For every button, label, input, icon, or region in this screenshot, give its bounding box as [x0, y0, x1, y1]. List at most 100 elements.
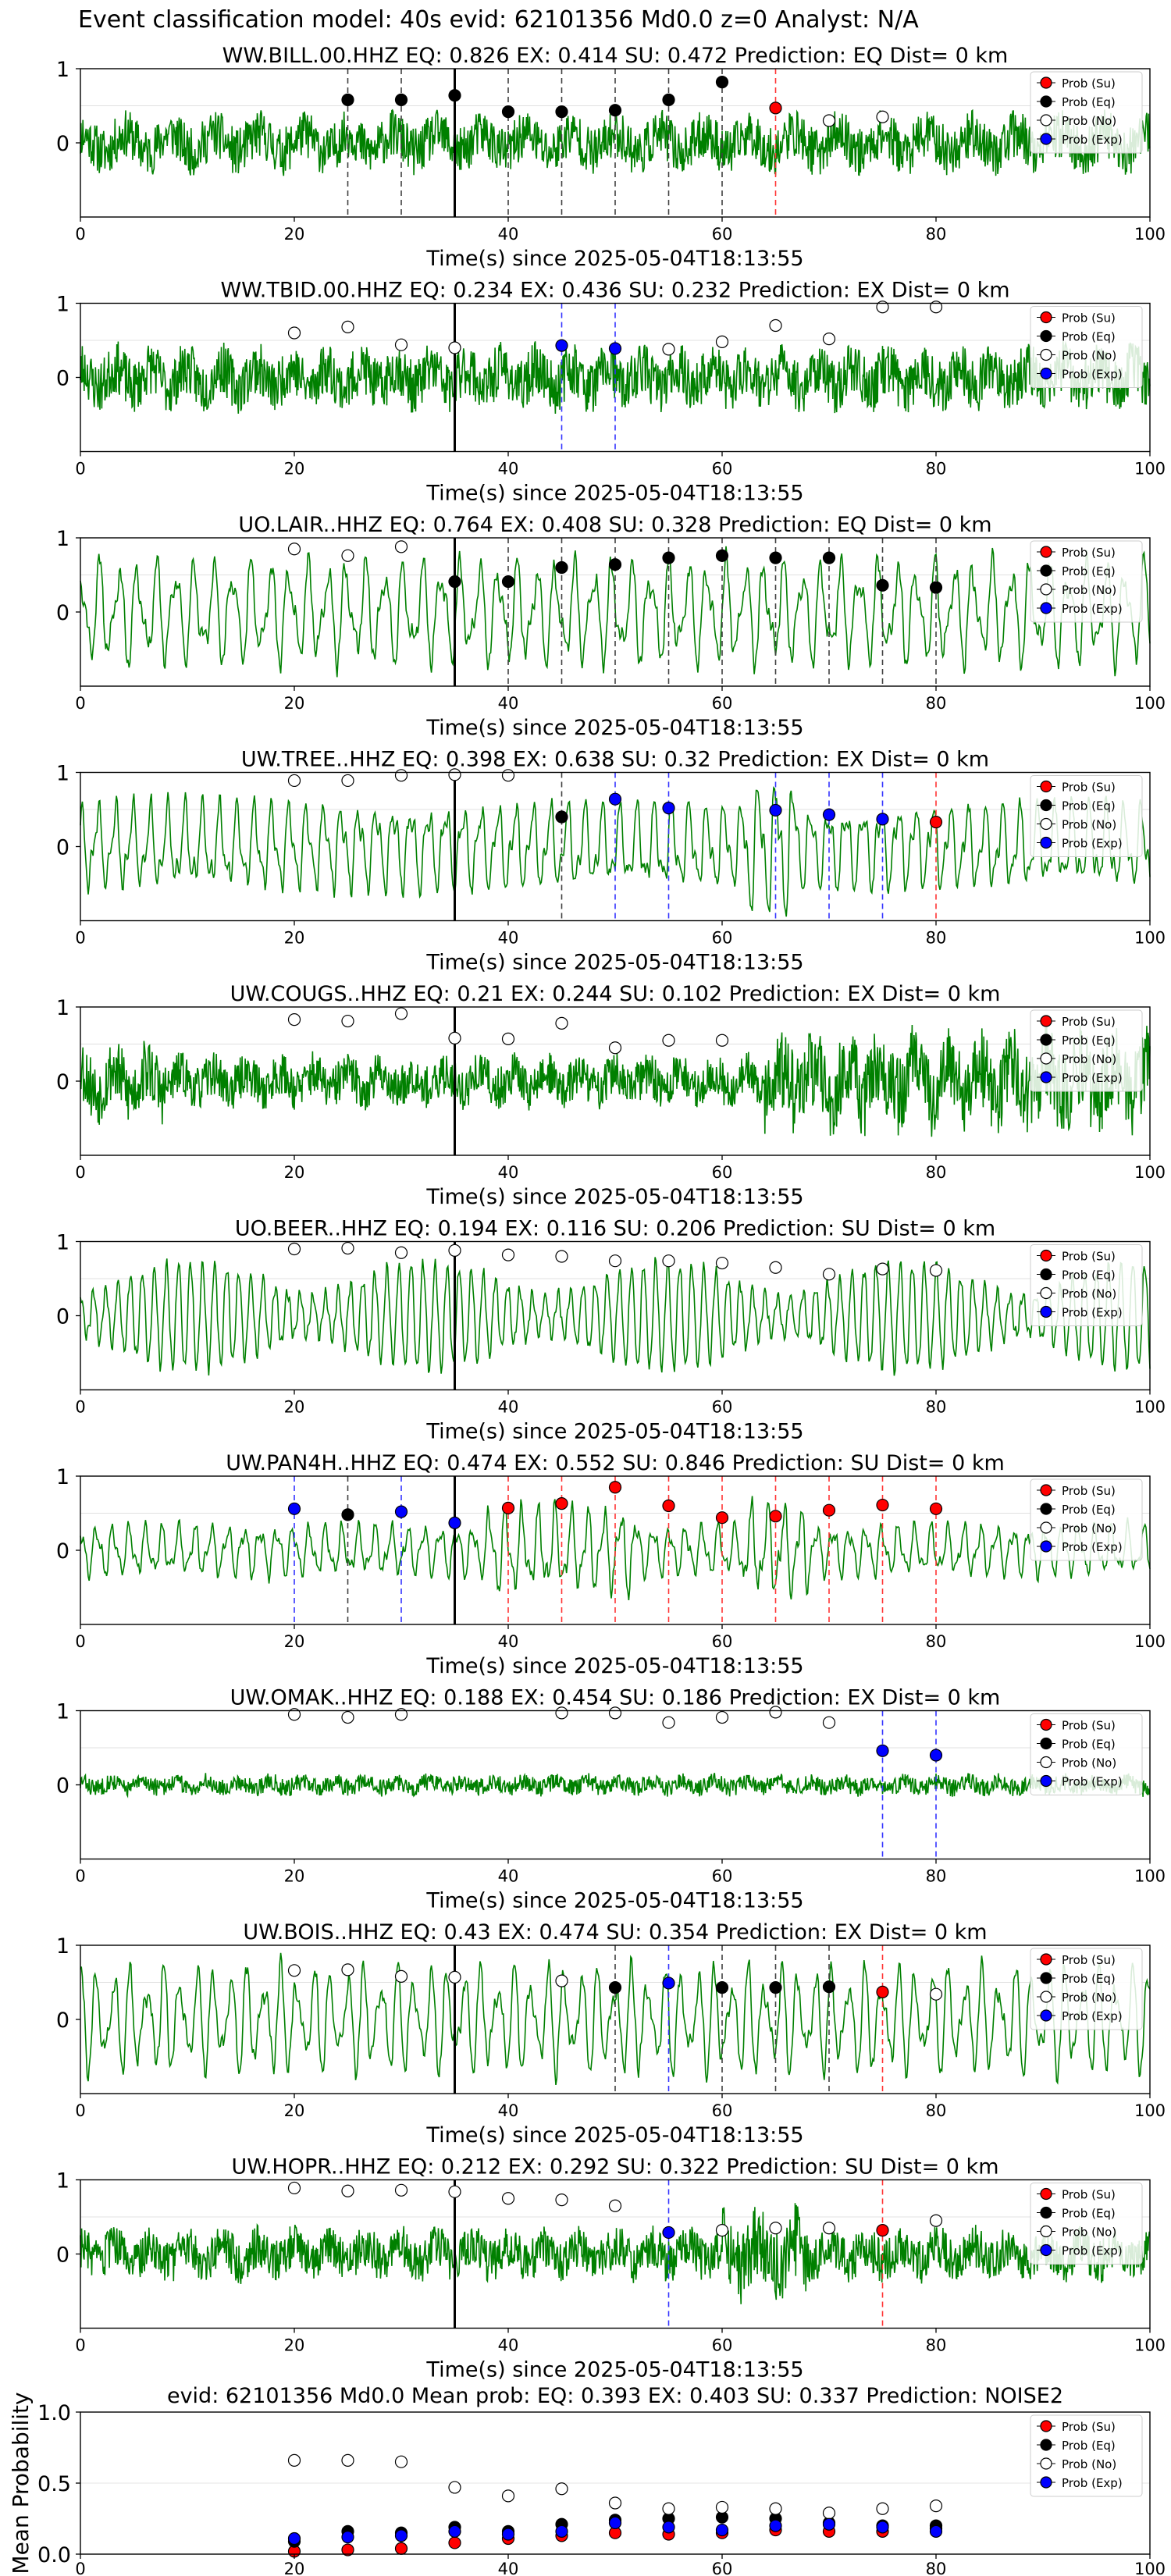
- prob-marker: [501, 769, 515, 782]
- x-tick-label: 0: [75, 2560, 85, 2576]
- prob-marker: [876, 301, 889, 314]
- prob-marker: [876, 578, 889, 592]
- legend-label: Prob (Exp): [1062, 1775, 1123, 1789]
- prob-marker: [394, 769, 408, 782]
- prob-marker: [555, 105, 568, 119]
- legend-marker: [1040, 2243, 1052, 2257]
- legend-label: Prob (Su): [1062, 781, 1116, 795]
- x-tick-label: 100: [1134, 1398, 1166, 1417]
- prob-marker: [769, 1510, 782, 1523]
- prob-marker: [448, 2185, 461, 2198]
- prob-marker: [448, 1970, 461, 1984]
- prob-marker: [876, 110, 889, 123]
- y-tick-label: 0: [56, 601, 69, 625]
- x-tick-label: 80: [926, 1163, 947, 1182]
- legend-marker: [1040, 1305, 1052, 1318]
- prob-marker: [608, 2199, 622, 2212]
- prob-marker: [715, 1981, 729, 1994]
- prob-marker: [555, 1706, 568, 1720]
- mean-prob-point: [555, 2482, 568, 2496]
- x-tick-label: 40: [498, 2560, 519, 2576]
- legend-label: Prob (Su): [1062, 76, 1116, 91]
- x-tick-label: 20: [284, 1632, 305, 1651]
- prob-marker: [448, 89, 461, 102]
- prob-marker: [662, 1716, 675, 1729]
- prob-marker: [287, 1242, 301, 1256]
- legend-box: [1030, 540, 1143, 623]
- mean-prob-point: [715, 2500, 729, 2514]
- legend-label: Prob (No): [1062, 583, 1116, 597]
- seismic-trace: [80, 1772, 1151, 1799]
- chart-title: evid: 62101356 Md0.0 Mean prob: EQ: 0.39…: [167, 2384, 1063, 2408]
- y-tick-label: 1: [56, 996, 69, 1020]
- prob-marker: [287, 326, 301, 340]
- legend-marker: [1040, 76, 1052, 89]
- x-tick-label: 100: [1134, 225, 1166, 244]
- legend-label: Prob (Su): [1062, 1953, 1116, 1967]
- prob-marker: [608, 558, 622, 571]
- y-tick-label: 1: [56, 58, 69, 82]
- legend-box: [1030, 1713, 1143, 1795]
- legend: Prob (Su) Prob (Eq) Prob (No) Prob (Exp): [1030, 306, 1143, 388]
- legend-marker: [1040, 1540, 1052, 1553]
- prob-marker: [287, 774, 301, 788]
- x-tick-label: 80: [926, 2336, 947, 2355]
- legend-label: Prob (Exp): [1062, 602, 1123, 616]
- prob-marker: [448, 341, 461, 354]
- legend-label: Prob (No): [1062, 1756, 1116, 1770]
- prob-marker: [501, 105, 515, 119]
- legend-marker: [1040, 1286, 1052, 1300]
- mean-prob-point: [287, 2532, 301, 2546]
- prob-marker: [501, 2192, 515, 2205]
- legend-marker: [1040, 1521, 1052, 1534]
- mean-prob-point: [394, 2455, 408, 2468]
- x-tick-label: 60: [712, 2101, 733, 2120]
- prob-marker: [394, 1007, 408, 1020]
- y-axis-label: Mean Probability: [8, 2392, 34, 2574]
- mean-prob-point: [394, 2529, 408, 2542]
- legend-marker: [1040, 95, 1052, 108]
- legend-label: Prob (Eq): [1062, 330, 1116, 344]
- prob-marker: [929, 301, 943, 314]
- x-tick-label: 40: [498, 460, 519, 479]
- legend-marker: [1040, 1484, 1052, 1496]
- prob-marker: [394, 93, 408, 107]
- x-tick-label: 20: [284, 929, 305, 948]
- prob-marker: [769, 101, 782, 115]
- legend-label: Prob (No): [1062, 818, 1116, 832]
- prob-marker: [822, 1503, 836, 1517]
- legend-label: Prob (Su): [1062, 1015, 1116, 1029]
- x-tick-label: 0: [75, 225, 85, 244]
- panel-title: UW.OMAK..HHZ EQ: 0.188 EX: 0.454 SU: 0.1…: [230, 1686, 1001, 1710]
- legend: Prob (Su) Prob (Eq) Prob (No) Prob (Exp): [1030, 2414, 1143, 2497]
- y-tick-label: 0: [56, 132, 69, 156]
- seismic-trace: [80, 1952, 1151, 2086]
- axes-frame: [80, 2411, 1151, 2555]
- prob-marker: [501, 1032, 515, 1045]
- prob-marker: [341, 320, 354, 333]
- prob-marker: [822, 114, 836, 127]
- prob-marker: [715, 1710, 729, 1724]
- legend-box: [1030, 1009, 1143, 1092]
- station-panel: UW.COUGS..HHZ EQ: 0.21 EX: 0.244 SU: 0.1…: [56, 982, 1166, 1209]
- legend-label: Prob (No): [1062, 1052, 1116, 1066]
- prob-marker: [929, 1987, 943, 2001]
- mean-prob-point: [929, 2500, 943, 2513]
- prob-marker: [715, 335, 729, 348]
- prob-marker: [715, 1256, 729, 1270]
- legend: Prob (Su) Prob (Eq) Prob (No) Prob (Exp): [1030, 2183, 1143, 2265]
- legend: Prob (Su) Prob (Eq) Prob (No) Prob (Exp): [1030, 1244, 1143, 1326]
- y-tick-label: 1: [56, 1700, 69, 1724]
- legend-box: [1030, 775, 1143, 857]
- prob-marker: [769, 1981, 782, 1994]
- y-tick-label: 1: [56, 762, 69, 786]
- prob-marker: [715, 1034, 729, 1047]
- x-tick-label: 0: [75, 1163, 85, 1182]
- prob-marker: [555, 1974, 568, 1987]
- y-tick-label: 0.5: [37, 2472, 71, 2496]
- legend-label: Prob (No): [1062, 1521, 1116, 1535]
- legend-marker: [1040, 1756, 1052, 1769]
- x-tick-label: 80: [926, 2101, 947, 2120]
- prob-marker: [501, 575, 515, 589]
- y-tick-label: 1: [56, 293, 69, 317]
